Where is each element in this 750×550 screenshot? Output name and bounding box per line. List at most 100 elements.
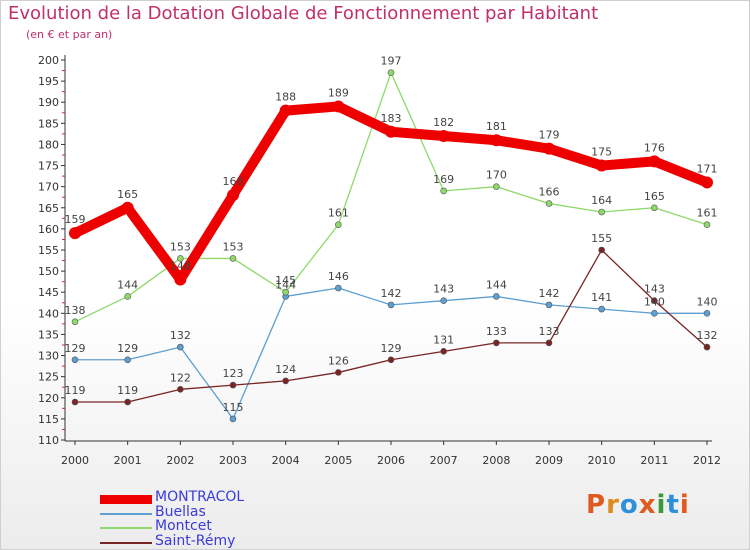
data-label: 142	[381, 287, 402, 300]
data-label: 140	[697, 295, 718, 308]
data-point	[282, 288, 289, 296]
data-label: 142	[539, 287, 560, 300]
x-tick-label: 2004	[272, 454, 300, 467]
x-tick-label: 2010	[588, 454, 616, 467]
data-label: 155	[591, 232, 612, 245]
legend-label: MONTRACOL	[155, 489, 245, 505]
data-point	[121, 201, 134, 214]
data-label: 176	[644, 141, 665, 154]
x-tick-label: 2006	[377, 454, 405, 467]
data-point	[282, 377, 289, 385]
data-point	[335, 221, 342, 228]
y-tick-label: 190	[38, 96, 59, 109]
data-point	[124, 356, 131, 364]
data-label: 143	[644, 283, 665, 296]
x-tick-label: 2011	[640, 454, 668, 467]
data-point	[598, 208, 605, 216]
logo-letter: o	[619, 490, 639, 520]
data-label: 166	[539, 186, 560, 199]
data-label: 143	[433, 283, 454, 296]
y-tick-label: 180	[38, 138, 59, 151]
data-label: 165	[644, 190, 665, 203]
data-point	[440, 297, 447, 304]
data-point	[387, 69, 395, 76]
data-label: 153	[223, 240, 244, 253]
data-label: 183	[381, 112, 402, 125]
x-tick-label: 2008	[482, 454, 510, 467]
data-point	[493, 339, 500, 347]
legend-swatch	[100, 513, 152, 515]
data-point	[229, 415, 237, 423]
data-point	[71, 318, 79, 326]
data-point	[545, 200, 553, 207]
data-point	[177, 343, 184, 351]
data-label: 140	[644, 295, 665, 308]
y-tick-label: 185	[38, 117, 59, 130]
data-point	[493, 293, 500, 300]
data-label: 189	[328, 86, 349, 99]
y-tick-label: 130	[38, 350, 59, 363]
data-label: 159	[65, 213, 86, 226]
y-tick-label: 125	[38, 371, 59, 384]
data-label: 146	[328, 270, 349, 283]
data-point	[703, 343, 711, 351]
y-tick-label: 170	[38, 181, 59, 194]
y-tick-label: 110	[38, 434, 59, 447]
data-label: 148	[170, 260, 191, 273]
chart-title: Evolution de la Dotation Globale de Fonc…	[8, 3, 599, 24]
data-label: 144	[275, 278, 296, 291]
legend-label: Montcet	[155, 518, 212, 534]
data-label: 170	[486, 169, 507, 182]
data-point	[651, 310, 658, 317]
data-point	[332, 100, 345, 113]
x-tick-label: 2012	[693, 454, 721, 467]
logo-letter: t	[666, 490, 680, 520]
data-label: 197	[381, 55, 402, 68]
data-point	[598, 305, 605, 313]
data-point	[227, 189, 239, 202]
x-tick-label: 2000	[61, 454, 89, 467]
logo-letter: i	[679, 490, 690, 520]
y-tick-label: 165	[38, 202, 59, 215]
data-point	[545, 339, 553, 347]
y-tick-label: 150	[38, 265, 59, 278]
data-label: 133	[486, 325, 507, 338]
data-point	[335, 369, 342, 376]
data-label: 165	[117, 188, 138, 201]
data-point	[651, 297, 658, 304]
series-line-montcet	[74, 72, 708, 323]
x-tick-label: 2005	[324, 454, 352, 467]
data-label: 164	[591, 194, 612, 207]
data-label: 182	[433, 116, 454, 129]
data-label: 123	[223, 367, 244, 380]
y-tick-label: 120	[38, 392, 59, 405]
data-label: 115	[223, 401, 244, 414]
data-point	[229, 381, 237, 389]
data-point	[177, 386, 184, 393]
data-label: 153	[170, 240, 191, 253]
data-point	[69, 227, 81, 240]
data-label: 175	[591, 146, 612, 159]
y-tick-label: 155	[38, 244, 59, 257]
data-label: 133	[539, 325, 560, 338]
data-point	[598, 246, 605, 254]
data-label: 145	[275, 274, 296, 287]
data-point	[279, 104, 292, 117]
chart-subtitle: (en € et par an)	[26, 28, 113, 41]
data-point	[651, 204, 658, 212]
y-tick-label: 140	[38, 307, 59, 320]
data-label: 131	[433, 333, 454, 346]
data-point	[177, 255, 184, 262]
data-label: 138	[65, 304, 86, 317]
data-point	[493, 183, 500, 190]
data-label: 141	[591, 291, 612, 304]
data-label: 129	[117, 342, 138, 355]
x-tick-label: 2007	[430, 454, 458, 467]
y-tick-label: 160	[38, 223, 59, 236]
data-label: 181	[486, 120, 507, 133]
y-tick-label: 145	[38, 286, 59, 299]
data-label: 144	[486, 278, 507, 291]
data-label: 129	[65, 342, 86, 355]
y-tick-label: 135	[38, 328, 59, 341]
